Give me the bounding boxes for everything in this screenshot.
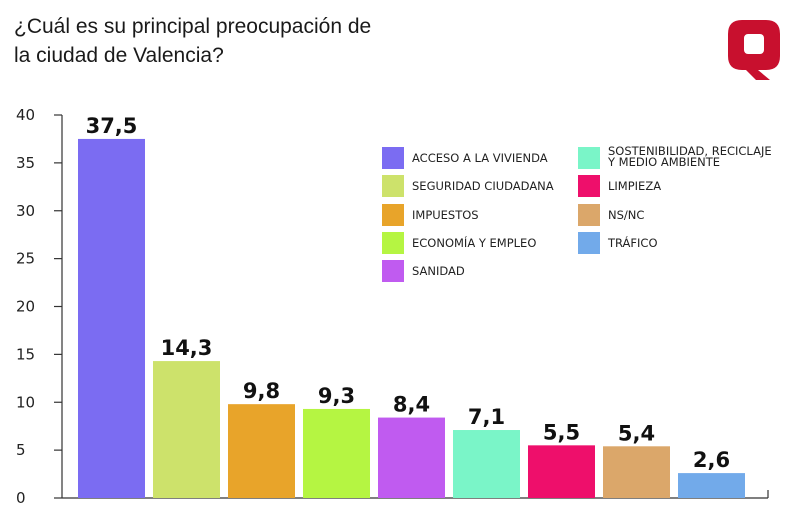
y-tick-label: 5: [16, 441, 26, 459]
bar-value-label: 14,3: [161, 336, 213, 360]
bar: [153, 361, 220, 498]
legend-swatch: [578, 204, 600, 226]
bar: [453, 430, 520, 498]
legend-swatch: [578, 175, 600, 197]
legend-label: TRÁFICO: [607, 235, 658, 250]
bar-value-label: 2,6: [693, 448, 730, 472]
legend-swatch: [382, 147, 404, 169]
legend-swatch: [382, 204, 404, 226]
bar: [678, 473, 745, 498]
bar: [378, 417, 445, 498]
bar-value-label: 8,4: [393, 393, 430, 417]
y-tick-label: 10: [16, 393, 35, 411]
legend-label: NS/NC: [608, 208, 644, 222]
y-tick-label: 25: [16, 250, 35, 268]
bar: [603, 446, 670, 498]
bar-value-label: 9,8: [243, 379, 280, 403]
bar: [303, 408, 370, 498]
bar: [78, 138, 145, 498]
y-tick-label: 20: [16, 298, 35, 316]
logo-inner: [744, 34, 764, 54]
legend-label: SEGURIDAD CIUDADANA: [412, 179, 554, 193]
bar-value-label: 5,5: [543, 420, 580, 444]
y-tick-label: 35: [16, 154, 35, 172]
chart-title-line-1: ¿Cuál es su principal preocupación de: [14, 15, 372, 38]
bar: [228, 404, 295, 498]
bar-value-label: 37,5: [86, 114, 138, 138]
bar-value-label: 9,3: [318, 384, 355, 408]
legend-swatch: [382, 260, 404, 282]
legend-swatch: [578, 147, 600, 169]
legend-swatch: [578, 232, 600, 254]
legend-label: LIMPIEZA: [608, 179, 661, 193]
legend-label: ECONOMÍA Y EMPLEO: [412, 235, 536, 250]
legend-label: IMPUESTOS: [412, 208, 479, 222]
bar-value-label: 5,4: [618, 421, 655, 445]
bar: [528, 445, 595, 498]
y-tick-label: 15: [16, 345, 35, 363]
y-tick-label: 0: [16, 489, 26, 507]
legend-label: SOSTENIBILIDAD, RECICLAJE: [608, 144, 772, 158]
y-tick-label: 40: [16, 106, 35, 124]
legend-swatch: [382, 232, 404, 254]
chart-title-line-2: la ciudad de Valencia?: [14, 44, 224, 67]
legend-label: ACCESO A LA VIVIENDA: [412, 151, 548, 165]
legend-swatch: [382, 175, 404, 197]
chart-title: ¿Cuál es su principal preocupación de la…: [14, 12, 534, 70]
bar-value-label: 7,1: [468, 405, 505, 429]
legend-label: SANIDAD: [412, 264, 465, 278]
y-tick-label: 30: [16, 202, 35, 220]
legend-label: Y MEDIO AMBIENTE: [607, 155, 720, 169]
brand-logo-icon: [718, 10, 790, 88]
